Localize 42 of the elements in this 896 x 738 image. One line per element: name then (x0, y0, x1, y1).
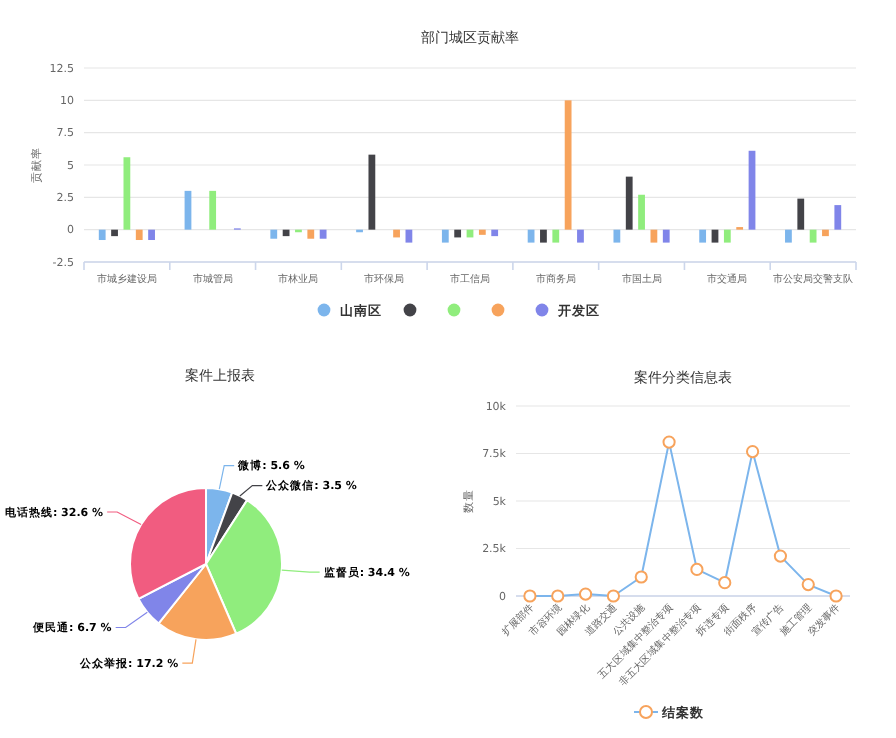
bar (270, 229, 278, 239)
point (578, 587, 593, 601)
bar (478, 229, 486, 235)
bar (111, 229, 118, 237)
bar (491, 229, 499, 237)
bar (723, 229, 731, 243)
bar (368, 154, 376, 230)
bar (699, 229, 707, 243)
point (523, 589, 537, 603)
point (634, 570, 648, 584)
bar (98, 229, 106, 241)
bar (307, 229, 315, 239)
bar (577, 229, 584, 243)
bar (662, 229, 670, 243)
bar (123, 157, 131, 230)
bar (552, 229, 560, 243)
bar (148, 229, 155, 241)
point (690, 562, 704, 576)
bar (625, 176, 633, 230)
point (662, 435, 676, 449)
bar (454, 229, 462, 238)
bar (209, 190, 217, 230)
point (551, 589, 565, 603)
bar (319, 229, 327, 239)
bar (393, 229, 400, 238)
bar (540, 229, 547, 243)
bar (564, 100, 572, 230)
point (606, 589, 621, 603)
bar (613, 229, 621, 243)
point (829, 589, 843, 603)
point (745, 445, 760, 459)
bar (135, 229, 143, 241)
bar (797, 198, 805, 230)
point (801, 578, 815, 592)
point (718, 576, 732, 590)
bar (834, 205, 842, 230)
point (773, 549, 788, 563)
bar (822, 229, 829, 237)
bar (441, 229, 449, 243)
bar (638, 194, 645, 230)
bar (809, 229, 817, 243)
bar (785, 229, 792, 243)
